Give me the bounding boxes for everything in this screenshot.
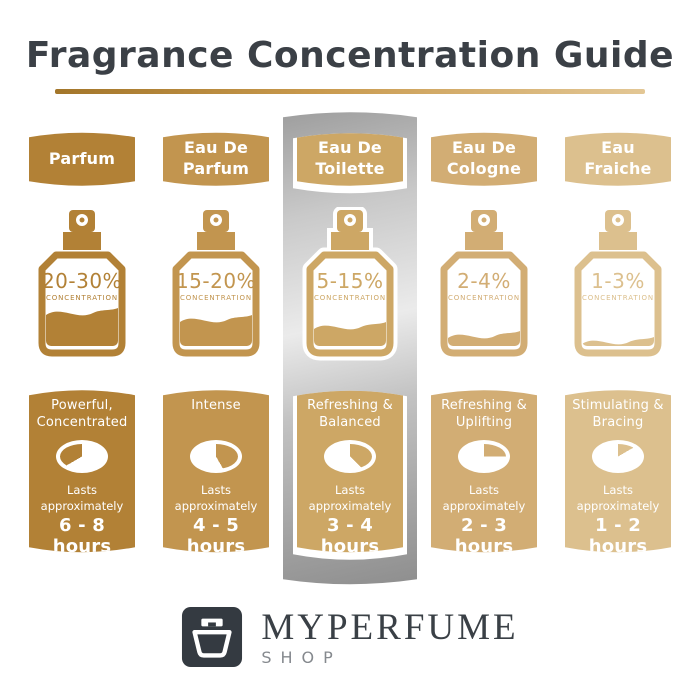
perfume-bottle-icon: 2-4% CONCENTRATION [440, 210, 528, 357]
label-tag: Eau De Cologne [431, 128, 537, 190]
duration-value: 1 - 2 hours [588, 515, 648, 558]
concentration-label: CONCENTRATION [314, 294, 386, 302]
brand-subtitle: SHOP [261, 647, 342, 667]
lasts-label: Lasts approximately [174, 483, 258, 513]
concentration-range: 15-20% [176, 269, 256, 293]
clock-icon [56, 440, 108, 473]
scent-character: Refreshing & Balanced [307, 398, 393, 431]
perfume-bottle-icon: 20-30% CONCENTRATION [38, 210, 126, 357]
info-card: Intense Lasts approximately 4 - 5 hours [163, 385, 269, 557]
perfume-bottle-icon: 5-15% CONCENTRATION [302, 207, 398, 361]
label-tag: Eau Fraiche [565, 128, 671, 190]
duration-value: 6 - 8 hours [52, 515, 112, 558]
fragrance-name: Parfum [48, 148, 116, 168]
lasts-label: Lasts approximately [308, 483, 392, 513]
fragrance-name: Eau De Parfum [182, 138, 250, 179]
concentration-range: 1-3% [591, 269, 645, 293]
scent-character: Refreshing & Uplifting [441, 398, 527, 431]
fragrance-name: Eau De Cologne [446, 138, 522, 179]
page-title: Fragrance Concentration Guide [25, 35, 675, 76]
lasts-label: Lasts approximately [40, 483, 124, 513]
brand-footer: MYPERFUME SHOP [0, 606, 700, 668]
column-parfum: Parfum 20-30% CONCENTRATION [15, 107, 149, 589]
lasts-label: Lasts approximately [576, 483, 660, 513]
liquid-fill [46, 308, 118, 347]
info-card: Refreshing & Balanced Lasts approximatel… [297, 385, 403, 557]
concentration-label: CONCENTRATION [180, 294, 252, 302]
info-card: Stimulating & Bracing Lasts approximatel… [565, 385, 671, 557]
duration-value: 4 - 5 hours [186, 515, 246, 558]
column-eau-de-cologne: Eau De Cologne 2-4% CONCENTRATION [417, 107, 551, 589]
concentration-label: CONCENTRATION [46, 294, 118, 302]
concentration-range: 20-30% [42, 269, 122, 293]
concentration-label: CONCENTRATION [582, 294, 654, 302]
fragrance-name: Eau De Toilette [315, 138, 385, 179]
brand-name: MYPERFUME [261, 606, 519, 648]
column-eau-de-toilette: Eau De Toilette [283, 107, 417, 589]
scent-character: Intense [191, 398, 241, 414]
label-tag: Eau De Toilette [297, 128, 403, 190]
scent-character: Stimulating & Bracing [572, 398, 664, 431]
columns-row: Parfum 20-30% CONCENTRATION [0, 107, 700, 589]
clock-icon [324, 440, 376, 473]
perfume-bottle-icon: 15-20% CONCENTRATION [172, 210, 260, 357]
info-card: Refreshing & Uplifting Lasts approximate… [431, 385, 537, 557]
concentration-range: 5-15% [317, 269, 384, 293]
column-eau-fraiche: Eau Fraiche 1-3% CONCENTRATION [551, 107, 685, 589]
info-card: Powerful, Concentrated Lasts approximate… [29, 385, 135, 557]
concentration-label: CONCENTRATION [448, 294, 520, 302]
clock-icon [190, 440, 242, 473]
header: Fragrance Concentration Guide [0, 0, 700, 95]
lasts-label: Lasts approximately [442, 483, 526, 513]
label-tag: Parfum [29, 128, 135, 190]
label-tag: Eau De Parfum [163, 128, 269, 190]
column-eau-de-parfum: Eau De Parfum 15-20% CONCENTRATION [149, 107, 283, 589]
fragrance-name: Eau Fraiche [584, 138, 652, 179]
clock-icon [458, 440, 510, 473]
title-underline [55, 89, 645, 95]
myperfume-logo-icon [182, 607, 243, 668]
perfume-bottle-icon: 1-3% CONCENTRATION [574, 210, 662, 357]
concentration-range: 2-4% [457, 269, 511, 293]
liquid-fill [180, 315, 252, 347]
duration-value: 2 - 3 hours [454, 515, 514, 558]
clock-icon [592, 440, 644, 473]
duration-value: 3 - 4 hours [320, 515, 380, 558]
scent-character: Powerful, Concentrated [36, 398, 128, 431]
